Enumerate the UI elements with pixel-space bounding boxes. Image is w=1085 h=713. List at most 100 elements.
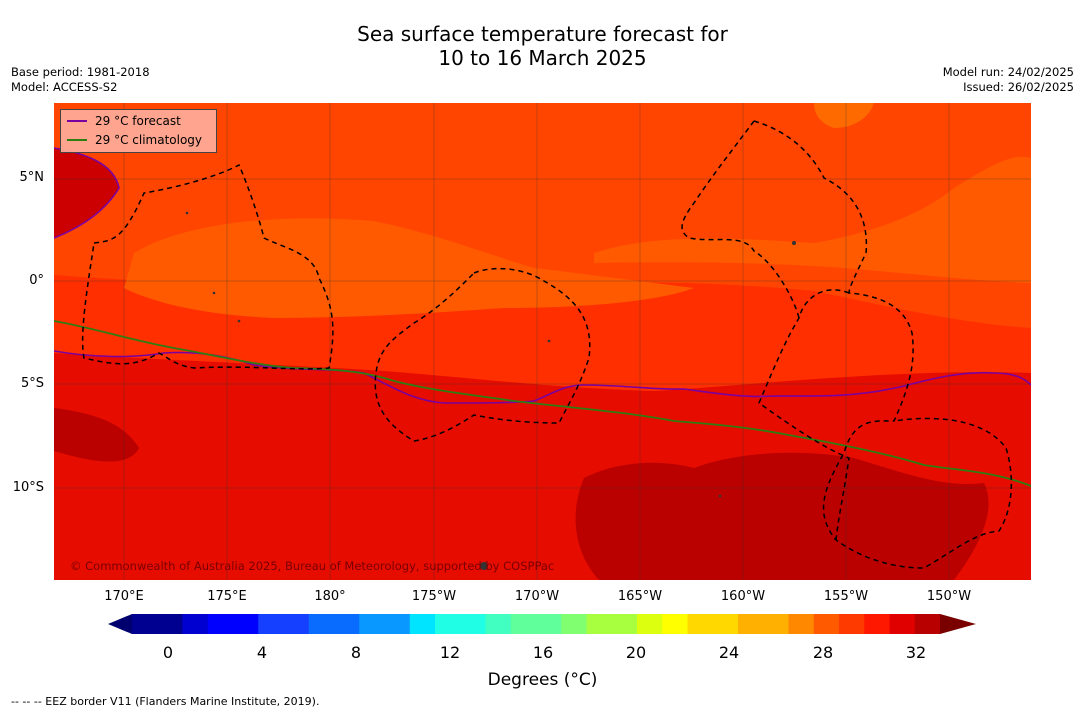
eez-border-line-islands <box>681 120 1013 569</box>
colorbar-cell <box>283 614 310 634</box>
colorbar-tick-8: 8 <box>350 643 362 662</box>
colorbar-tick-0: 0 <box>162 643 174 662</box>
legend-entry-forecast: 29 °C forecast <box>67 113 181 129</box>
meta-left: Base period: 1981-2018 Model: ACCESS-S2 <box>11 65 150 95</box>
colorbar-cell <box>510 614 537 634</box>
island-dot <box>480 562 488 570</box>
colorbar-cell <box>384 614 411 634</box>
colorbar-cell <box>611 614 638 634</box>
colorbar-cell <box>536 614 562 634</box>
colorbar-cell <box>788 614 815 634</box>
colorbar-cell <box>435 614 461 634</box>
eez-border-note: -- -- -- EEZ border V11 (Flanders Marine… <box>11 695 320 708</box>
colorbar-cell <box>763 614 789 634</box>
colorbar-cell <box>637 614 663 634</box>
title-line-2: 10 to 16 March 2025 <box>438 46 647 70</box>
island-dot <box>792 241 796 245</box>
colorbar-extend-low <box>108 614 132 634</box>
sst-region-26-27 <box>594 156 1031 283</box>
colorbar-cell <box>687 614 714 634</box>
island-dot <box>185 211 189 215</box>
lon-label-180: 180° <box>314 589 346 604</box>
lon-label-175w: 175°W <box>411 589 457 604</box>
colorbar-cell <box>334 614 360 634</box>
copyright-notice: © Commonwealth of Australia 2025, Bureau… <box>70 559 555 573</box>
colorbar-tick-4: 4 <box>256 643 268 662</box>
map-grid <box>54 103 1031 580</box>
sst-map <box>54 103 1031 580</box>
colorbar-tick-28: 28 <box>812 643 834 662</box>
title-line-1: Sea surface temperature forecast for <box>357 22 728 46</box>
climatology-29c-contour <box>54 320 1031 487</box>
colorbar-cell <box>662 614 688 634</box>
colorbar-tick-20: 20 <box>625 643 647 662</box>
colorbar-cell <box>485 614 512 634</box>
sst-region-25-26 <box>814 103 874 128</box>
model-run: Model run: 24/02/2025 <box>942 65 1074 79</box>
colorbar-cell <box>738 614 764 634</box>
islands <box>185 211 796 570</box>
lon-label-165w: 165°W <box>617 589 663 604</box>
model-name: Model: ACCESS-S2 <box>11 80 118 94</box>
colorbar-cell <box>586 614 613 634</box>
eez-border-phoenix <box>374 267 591 442</box>
legend-entry-climatology: 29 °C climatology <box>67 132 202 148</box>
forecast-29c-contour-nw <box>54 147 120 239</box>
colorbar-cell <box>258 614 284 634</box>
colorbar-tick-32: 32 <box>905 643 927 662</box>
colorbar-cell <box>132 614 158 634</box>
colorbar-cell <box>182 614 209 634</box>
lat-label-5s: 5°S <box>20 376 44 391</box>
colorbar-cell <box>308 614 335 634</box>
sst-region-30-31-se <box>575 452 989 580</box>
lon-label-175e: 175°E <box>207 589 247 604</box>
colorbar-cell <box>561 614 587 634</box>
forecast-swatch <box>67 120 87 122</box>
sst-region-30-31-sw <box>54 408 139 462</box>
colorbar-cell <box>712 614 739 634</box>
lon-label-155w: 155°W <box>823 589 869 604</box>
climatology-swatch <box>67 139 87 141</box>
colorbar-extend-high <box>940 614 976 634</box>
chart-title: Sea surface temperature forecast for 10 … <box>0 22 1085 70</box>
contour-legend: 29 °C forecast 29 °C climatology <box>60 109 217 153</box>
colorbar-cell <box>813 614 840 634</box>
meta-right: Model run: 24/02/2025 Issued: 26/02/2025 <box>943 65 1074 95</box>
legend-forecast-label: 29 °C forecast <box>95 114 181 128</box>
lat-label-10s: 10°S <box>12 480 44 495</box>
colorbar-cell <box>889 614 916 634</box>
colorbar-cell <box>233 614 259 634</box>
lon-label-150w: 150°W <box>926 589 972 604</box>
island-dot <box>547 339 551 343</box>
lat-label-0: 0° <box>29 273 44 288</box>
eez-borders <box>81 120 1013 569</box>
colorbar-label: Degrees (°C) <box>487 670 598 690</box>
lon-label-160w: 160°W <box>720 589 766 604</box>
colorbar <box>108 614 976 634</box>
colorbar-cell <box>864 614 890 634</box>
colorbar-cell <box>359 614 385 634</box>
lat-label-5n: 5°N <box>19 170 45 185</box>
sst-map-svg <box>54 103 1031 580</box>
colorbar-cell <box>207 614 234 634</box>
colorbar-cell <box>914 614 941 634</box>
base-period: Base period: 1981-2018 <box>11 65 150 79</box>
colorbar-cell <box>157 614 183 634</box>
sst-region-30-nw <box>54 148 119 238</box>
colorbar-cells <box>108 614 976 634</box>
lon-label-170w: 170°W <box>514 589 560 604</box>
sst-region-26-27 <box>124 218 694 318</box>
colorbar-cell <box>409 614 436 634</box>
colorbar-tick-24: 24 <box>718 643 740 662</box>
issued-date: Issued: 26/02/2025 <box>963 80 1074 94</box>
colorbar-cell <box>839 614 865 634</box>
lon-label-170e: 170°E <box>104 589 144 604</box>
island-dot <box>212 291 216 295</box>
island-dot <box>237 319 241 323</box>
island-dot <box>718 494 722 498</box>
colorbar-tick-16: 16 <box>532 643 554 662</box>
colorbar-cell <box>460 614 486 634</box>
eez-border-tuvalu-kiribati <box>81 163 334 370</box>
legend-climatology-label: 29 °C climatology <box>95 133 203 147</box>
colorbar-tick-12: 12 <box>439 643 461 662</box>
